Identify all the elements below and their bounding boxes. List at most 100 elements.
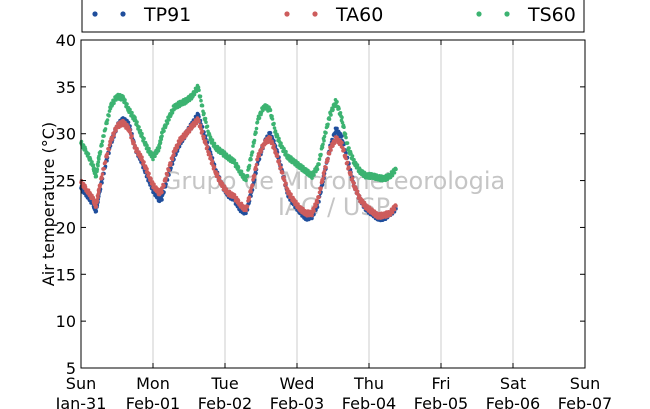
data-point: [347, 165, 351, 170]
data-point: [224, 187, 229, 191]
data-point: [130, 134, 134, 138]
legend-label: TA60: [335, 4, 383, 26]
data-point: [254, 163, 259, 167]
data-point: [273, 129, 278, 133]
data-point: [343, 153, 348, 158]
data-point: [157, 145, 162, 150]
data-point: [275, 134, 280, 138]
data-point: [279, 141, 283, 145]
data-point: [215, 172, 220, 176]
data-point: [147, 146, 151, 151]
data-point: [344, 156, 348, 161]
data-point: [86, 152, 91, 156]
data-point: [172, 152, 176, 157]
data-point: [329, 148, 333, 152]
data-points: [79, 83, 398, 223]
y-tick-label: 35: [56, 78, 76, 97]
data-point: [273, 148, 278, 153]
data-point: [123, 98, 127, 102]
data-point: [354, 186, 358, 191]
data-point: [103, 160, 108, 164]
data-point: [261, 146, 265, 150]
data-point: [272, 121, 276, 126]
data-point: [272, 143, 276, 148]
data-point: [289, 192, 293, 196]
data-point: [277, 158, 281, 163]
data-point: [112, 101, 116, 105]
data-point: [91, 163, 96, 167]
data-point: [96, 195, 100, 200]
data-point: [160, 134, 164, 138]
data-point: [100, 143, 104, 148]
data-point: [284, 181, 288, 185]
data-point: [205, 124, 210, 129]
x-tick-date-label: Feb-03: [270, 394, 324, 409]
data-point: [96, 160, 101, 164]
data-point: [138, 128, 143, 133]
data-point: [247, 195, 252, 199]
data-point: [326, 122, 330, 127]
legend-box: [81, 0, 585, 33]
data-point: [102, 167, 106, 171]
y-axis: 5 10 15 20 25 30 35 40: [56, 31, 585, 378]
data-point: [165, 121, 170, 125]
data-point: [251, 144, 255, 148]
data-point: [96, 163, 100, 168]
data-point: [312, 173, 316, 177]
data-point: [244, 208, 248, 213]
data-point: [355, 163, 360, 167]
data-point: [98, 182, 103, 187]
legend-label: TP91: [143, 4, 191, 26]
data-point: [203, 139, 208, 143]
data-point: [345, 160, 350, 165]
data-point: [98, 149, 103, 154]
data-point: [130, 110, 134, 115]
legend-marker: [92, 11, 98, 17]
data-point: [245, 173, 250, 178]
data-point: [100, 172, 105, 176]
data-point: [170, 111, 175, 115]
x-tick-day-label: Mon: [136, 374, 170, 393]
data-point: [315, 200, 320, 205]
data-point: [153, 154, 157, 158]
data-point: [249, 157, 253, 162]
x-tick-day-label: Sun: [66, 374, 96, 393]
data-point: [324, 165, 328, 170]
data-point: [321, 142, 325, 147]
data-point: [320, 179, 325, 184]
data-point: [114, 128, 118, 133]
data-point: [321, 176, 325, 181]
data-point: [338, 111, 343, 115]
data-point: [272, 126, 277, 130]
data-point: [142, 136, 146, 141]
x-tick-day-label: Tue: [210, 374, 238, 393]
data-point: [187, 129, 192, 134]
data-point: [204, 142, 208, 146]
data-point: [128, 131, 133, 135]
data-point: [268, 131, 273, 135]
data-point: [197, 119, 201, 124]
data-point: [352, 157, 356, 162]
data-point: [222, 184, 227, 188]
data-point: [103, 127, 108, 131]
y-axis-label: Air temperature (°C): [39, 122, 58, 286]
data-point: [322, 173, 326, 178]
data-point: [335, 126, 339, 131]
data-point: [217, 176, 222, 180]
data-point: [247, 163, 252, 168]
data-point: [270, 117, 275, 121]
plot-area: [81, 40, 585, 368]
data-point: [86, 188, 91, 192]
data-point: [275, 154, 280, 158]
data-point: [170, 157, 175, 162]
legend: TP91 TA60 TS60: [81, 0, 585, 33]
x-tick-date-label: Jan-31: [55, 394, 107, 409]
data-point: [108, 106, 113, 111]
data-point: [210, 159, 215, 164]
data-point: [200, 129, 205, 134]
data-point: [105, 154, 109, 159]
y-tick-label: 10: [56, 312, 76, 331]
data-point: [152, 182, 156, 186]
y-tick-label: 30: [56, 125, 76, 144]
data-point: [132, 141, 136, 145]
